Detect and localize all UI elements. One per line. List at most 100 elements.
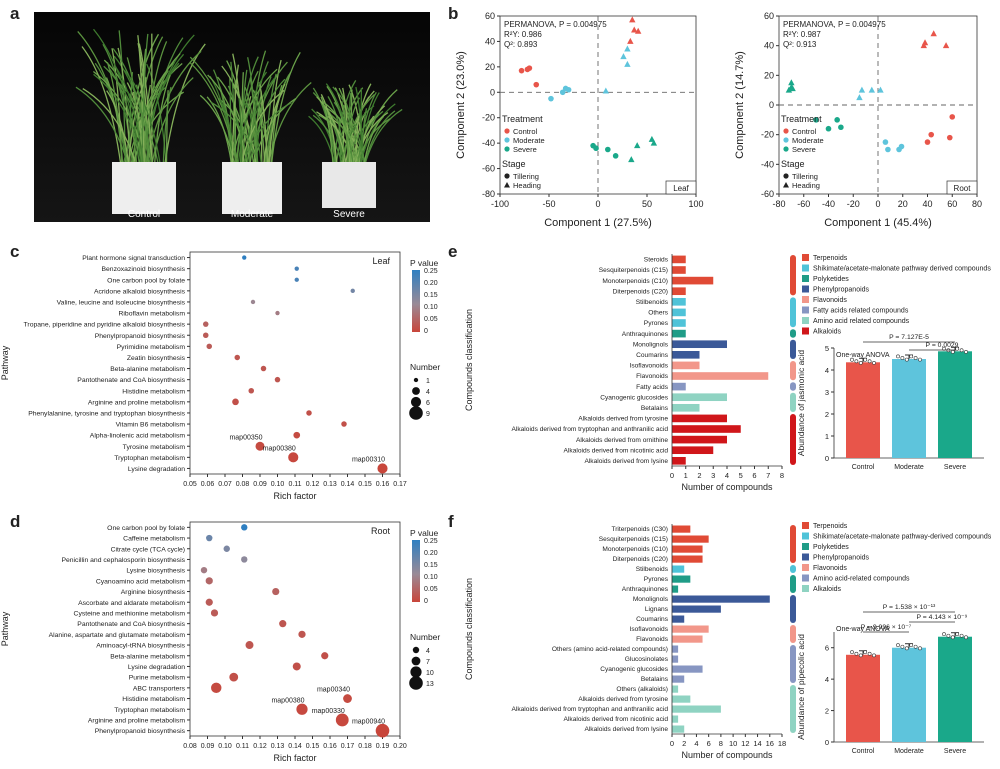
legend-classes-leaf: Terpenoids Shikimate/acetate-malonate pat… xyxy=(802,254,991,336)
y-axis-label: Component 2 (23.0%) xyxy=(455,51,467,159)
compound-bar-amino xyxy=(672,695,691,703)
pathway-label: Cyanoamino acid metabolism xyxy=(96,578,185,585)
category-strip-phenylpropanoids xyxy=(790,339,796,359)
enrichment-bubble xyxy=(274,376,281,383)
pathway-label: Zeatin biosynthesis xyxy=(127,355,186,362)
compound-bar-phenylpropanoids xyxy=(672,350,700,359)
pathway-label: Caffeine metabolism xyxy=(123,536,185,543)
pvalue-legend-title: P value xyxy=(410,258,438,268)
y-tick-label: 4 xyxy=(825,366,829,375)
x-tick-label: 0 xyxy=(595,199,600,209)
enrichment-bubble xyxy=(250,299,256,305)
tissue-tag: Leaf xyxy=(372,256,390,266)
abundance-bar-moderate xyxy=(892,647,926,742)
x-tick-label: 0.05 xyxy=(183,481,197,488)
legend-label-tillering: Tillering xyxy=(792,172,818,181)
legend-swatch-phenylpropanoids xyxy=(802,285,809,293)
class-label: Betalains xyxy=(641,676,669,683)
plant-photo-drawing: Control Moderate Severe xyxy=(75,28,403,220)
pathway-label: Tropane, piperidine and pyridine alkaloi… xyxy=(24,322,186,329)
legend-swatch-amino xyxy=(802,317,809,324)
point-severe-tillering xyxy=(593,145,599,152)
enrichment-bubble xyxy=(335,713,349,727)
point-moderate-heading xyxy=(877,86,884,93)
grass-blade-2 xyxy=(364,108,403,165)
legend-label-control: Control xyxy=(792,127,817,136)
replicate-dot xyxy=(900,356,905,360)
legend-swatch-heading xyxy=(783,182,789,188)
x-tick-label: 0.11 xyxy=(236,743,249,750)
pathway-label: Acridone alkaloid biosynthesis xyxy=(94,288,186,295)
enrichment-bubble xyxy=(321,652,329,660)
grass-blade-2 xyxy=(339,114,366,165)
legend-swatch-alkaloids xyxy=(802,327,809,335)
replicate-dot xyxy=(896,354,900,359)
y-tick-label: 4 xyxy=(825,675,829,684)
pathway-label: Aminoacyl-tRNA biosynthesis xyxy=(96,643,185,650)
replicate-dot xyxy=(904,646,909,651)
compound-bar-flavonoids xyxy=(672,361,700,370)
grass-blade-0 xyxy=(126,57,142,165)
compound-bar-shikimate xyxy=(672,308,686,317)
y-tick-label: 0 xyxy=(825,738,829,747)
pathway-label: Tryptophan metabolism xyxy=(114,707,185,714)
pathway-label: Plant hormone signal transduction xyxy=(82,255,185,262)
replicate-dot xyxy=(964,635,968,640)
enrichment-bubble xyxy=(377,463,388,474)
x-tick-label: 0.07 xyxy=(218,481,232,488)
x-tick-label: 0.11 xyxy=(288,481,301,488)
enrichment-bubble xyxy=(206,343,213,350)
x-tick-label: 6 xyxy=(707,739,711,748)
permanova-annotation: R²Y: 0.987 xyxy=(783,30,821,39)
pvalue-tick: 0.10 xyxy=(424,574,438,581)
class-label: Others xyxy=(648,310,668,317)
legend-swatch-control xyxy=(504,128,510,134)
legend-label-heading: Heading xyxy=(513,181,541,190)
kegg-map-label: map00380 xyxy=(263,445,296,452)
pvalue-tick: 0.05 xyxy=(424,586,438,593)
grass-blade-0 xyxy=(133,53,181,165)
replicate-dot xyxy=(867,651,872,656)
pvalue-tick: 0.05 xyxy=(424,316,438,323)
compound-bar-flavonoids xyxy=(672,625,709,633)
point-moderate-heading xyxy=(624,45,631,52)
compound-bar-amino xyxy=(672,403,700,412)
abundance-bar-control xyxy=(846,362,880,458)
enrichment-bubble xyxy=(292,662,301,671)
class-label: Cyanogenic glucosides xyxy=(600,394,669,401)
grass-blade-0 xyxy=(112,48,153,165)
grass-blade-2 xyxy=(356,118,391,165)
pvalue-tick: 0.15 xyxy=(424,562,438,569)
class-label: Pyrones xyxy=(644,576,669,583)
number-legend-tick: 9 xyxy=(426,411,430,418)
class-label: Diterpenoids (C20) xyxy=(613,288,668,295)
legend-swatch-severe xyxy=(504,146,510,152)
class-label: Flavonoids xyxy=(636,636,669,643)
grass-blade-2 xyxy=(342,87,350,165)
x-tick-label: 0.13 xyxy=(323,481,337,488)
legend-swatch-phenylpropanoids xyxy=(802,553,809,561)
replicate-dot xyxy=(950,635,955,640)
compound-bar-terpenoids xyxy=(672,255,686,264)
pot-severe xyxy=(322,162,376,208)
x-tick-label: 40 xyxy=(922,199,932,209)
tissue-tag-box xyxy=(946,180,978,195)
legend-swatch-terpenoids xyxy=(802,254,809,261)
grass-blade-2 xyxy=(363,115,385,165)
number-legend-bubble xyxy=(409,676,423,690)
enrichment-bubble xyxy=(248,387,255,394)
replicate-dot xyxy=(946,633,951,638)
replicate-dot xyxy=(955,632,960,637)
x-tick-label: 0.13 xyxy=(271,743,285,750)
replicate-dot xyxy=(896,643,900,648)
legend-label-shikimate: Shikimate/acetate-malonate pathway deriv… xyxy=(813,266,991,273)
legend-label-polyketides: Polyketides xyxy=(813,276,849,283)
replicate-dot xyxy=(850,650,854,655)
comparison-pvalue: P = 0.0029 xyxy=(926,342,959,349)
category-label: Moderate xyxy=(894,464,924,471)
class-label: Alkaloids derived from tryptophan and an… xyxy=(511,426,668,433)
compound-bar-fatty xyxy=(672,675,685,683)
photo-label-moderate: Moderate xyxy=(231,209,274,220)
pathway-label: Tryptophan metabolism xyxy=(114,455,185,462)
pathway-label: Valine, leucine and isoleucine biosynthe… xyxy=(57,299,186,306)
